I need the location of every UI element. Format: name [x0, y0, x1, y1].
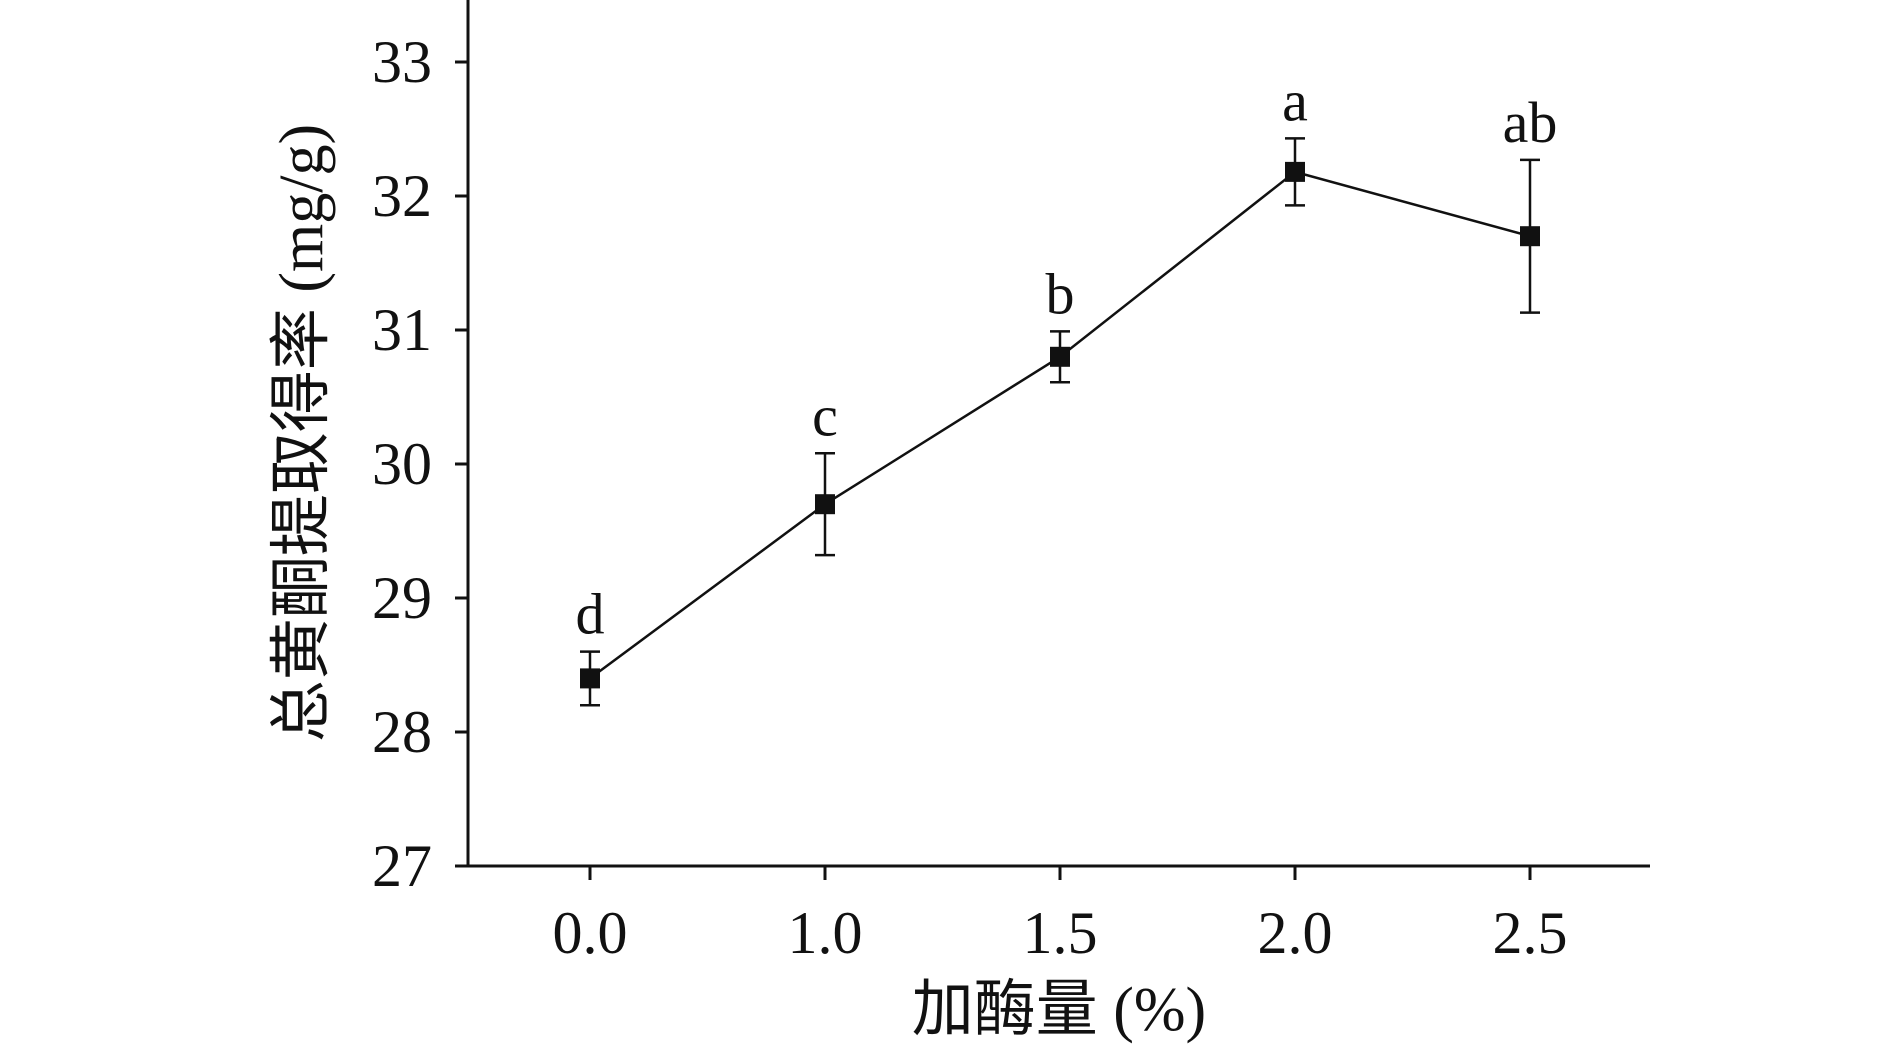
data-point-marker	[1520, 226, 1540, 247]
series-line	[589, 170, 1531, 680]
significance-label: a	[1282, 68, 1308, 133]
significance-label: b	[1046, 261, 1075, 326]
data-point-marker	[580, 668, 600, 689]
x-tick-label: 1.5	[1023, 900, 1098, 966]
y-tick-label: 31	[372, 297, 432, 363]
x-axis-title: 加酶量 (%)	[912, 976, 1206, 1044]
x-tick-label: 0.0	[553, 900, 628, 966]
y-tick-label: 33	[372, 29, 432, 95]
y-tick-label: 27	[372, 833, 432, 899]
data-point-marker	[1285, 161, 1305, 182]
y-axis-title: 总黄酮提取得率 (mg/g)	[268, 124, 336, 742]
y-tick-label: 30	[372, 431, 432, 497]
y-tick-label: 32	[372, 163, 432, 229]
significance-label: d	[576, 582, 605, 647]
significance-label: ab	[1503, 90, 1558, 155]
axes	[455, 0, 1650, 868]
data-series: d c b a ab	[576, 68, 1558, 707]
data-point-marker	[815, 494, 835, 515]
data-point-marker	[1050, 346, 1070, 367]
x-tick-label: 2.5	[1493, 900, 1568, 966]
y-tick-label: 28	[372, 699, 432, 765]
x-tick-label: 2.0	[1258, 900, 1333, 966]
significance-label: c	[812, 383, 838, 448]
x-ticks: 0.0 1.0 1.5 2.0 2.5	[553, 866, 1568, 966]
x-tick-label: 1.0	[788, 900, 863, 966]
y-tick-label: 29	[372, 565, 432, 631]
y-ticks: 27 28 29 30 31 32 33	[372, 29, 468, 899]
